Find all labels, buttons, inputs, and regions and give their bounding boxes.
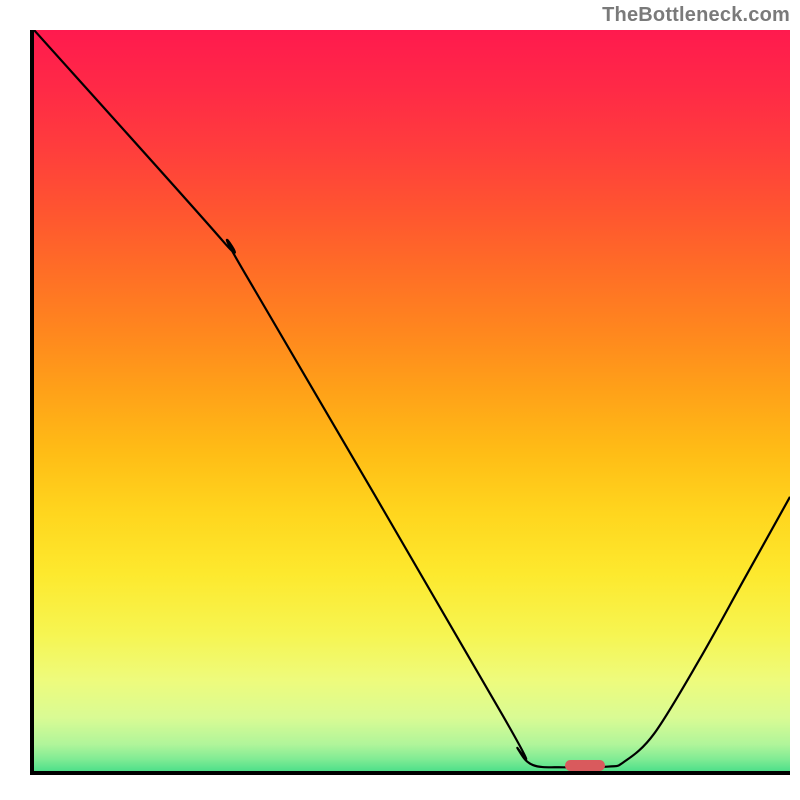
plot-area — [30, 30, 790, 775]
optimal-range-marker — [565, 760, 605, 771]
chart-frame: TheBottleneck.com — [0, 0, 800, 800]
bottleneck-curve — [34, 30, 790, 771]
watermark-text: TheBottleneck.com — [602, 4, 790, 27]
